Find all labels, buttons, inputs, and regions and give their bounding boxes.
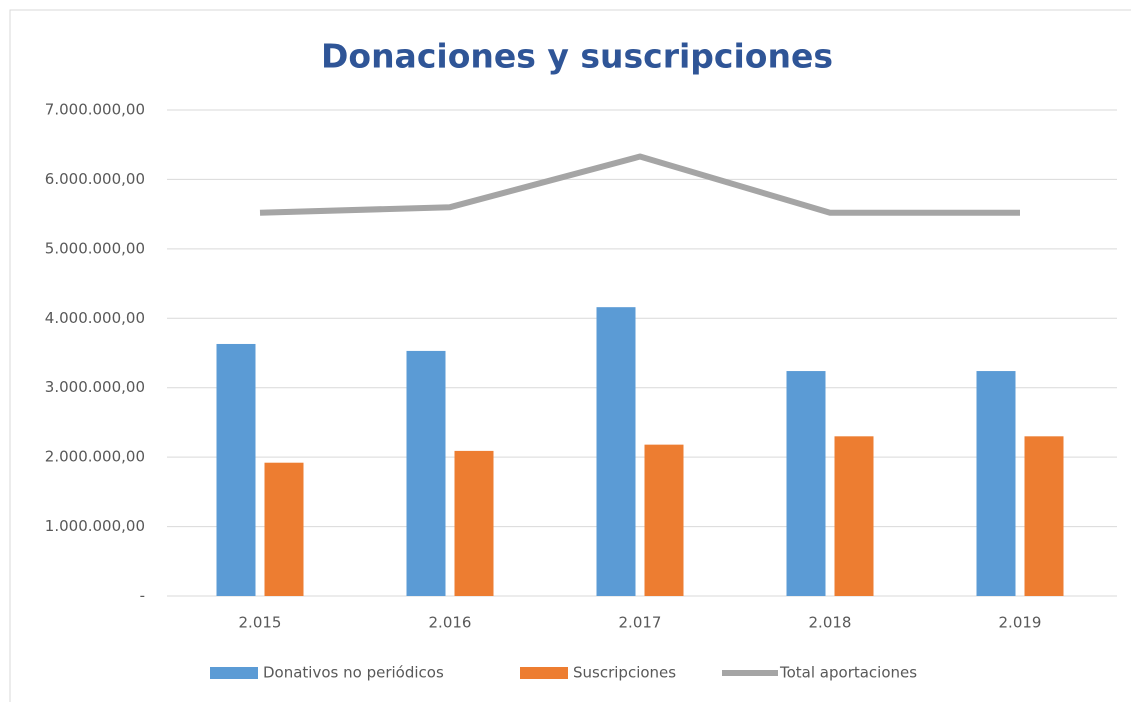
x-tick-label: 2.017 [619, 614, 662, 632]
chart-title: Donaciones y suscripciones [321, 37, 833, 76]
bar [1024, 436, 1064, 596]
bar [454, 450, 494, 596]
legend-swatch [520, 667, 568, 679]
x-tick-label: 2.018 [809, 614, 852, 632]
legend-swatch [210, 667, 258, 679]
y-tick-label: 6.000.000,00 [45, 170, 145, 188]
y-tick-label: 5.000.000,00 [45, 239, 145, 257]
y-tick-label: 3.000.000,00 [45, 378, 145, 396]
bar [264, 462, 304, 596]
y-tick-label: 4.000.000,00 [45, 309, 145, 327]
legend-label: Suscripciones [573, 664, 676, 682]
y-tick-label: 2.000.000,00 [45, 448, 145, 466]
legend-label: Total aportaciones [779, 664, 917, 682]
bar [596, 307, 636, 596]
line [259, 153, 1020, 216]
bar [216, 343, 256, 596]
bar [976, 371, 1016, 596]
x-tick-label: 2.016 [429, 614, 472, 632]
x-tick-label: 2.019 [999, 614, 1042, 632]
bar [406, 350, 446, 596]
bar [644, 444, 684, 596]
bar [786, 371, 826, 596]
chart-frame [9, 9, 1131, 702]
y-tick-label: 1.000.000,00 [45, 517, 145, 535]
y-tick-label: - [140, 587, 145, 605]
y-tick-label: 7.000.000,00 [45, 101, 145, 119]
bar [834, 436, 874, 596]
legend-label: Donativos no periódicos [263, 664, 444, 682]
x-tick-label: 2.015 [239, 614, 282, 632]
